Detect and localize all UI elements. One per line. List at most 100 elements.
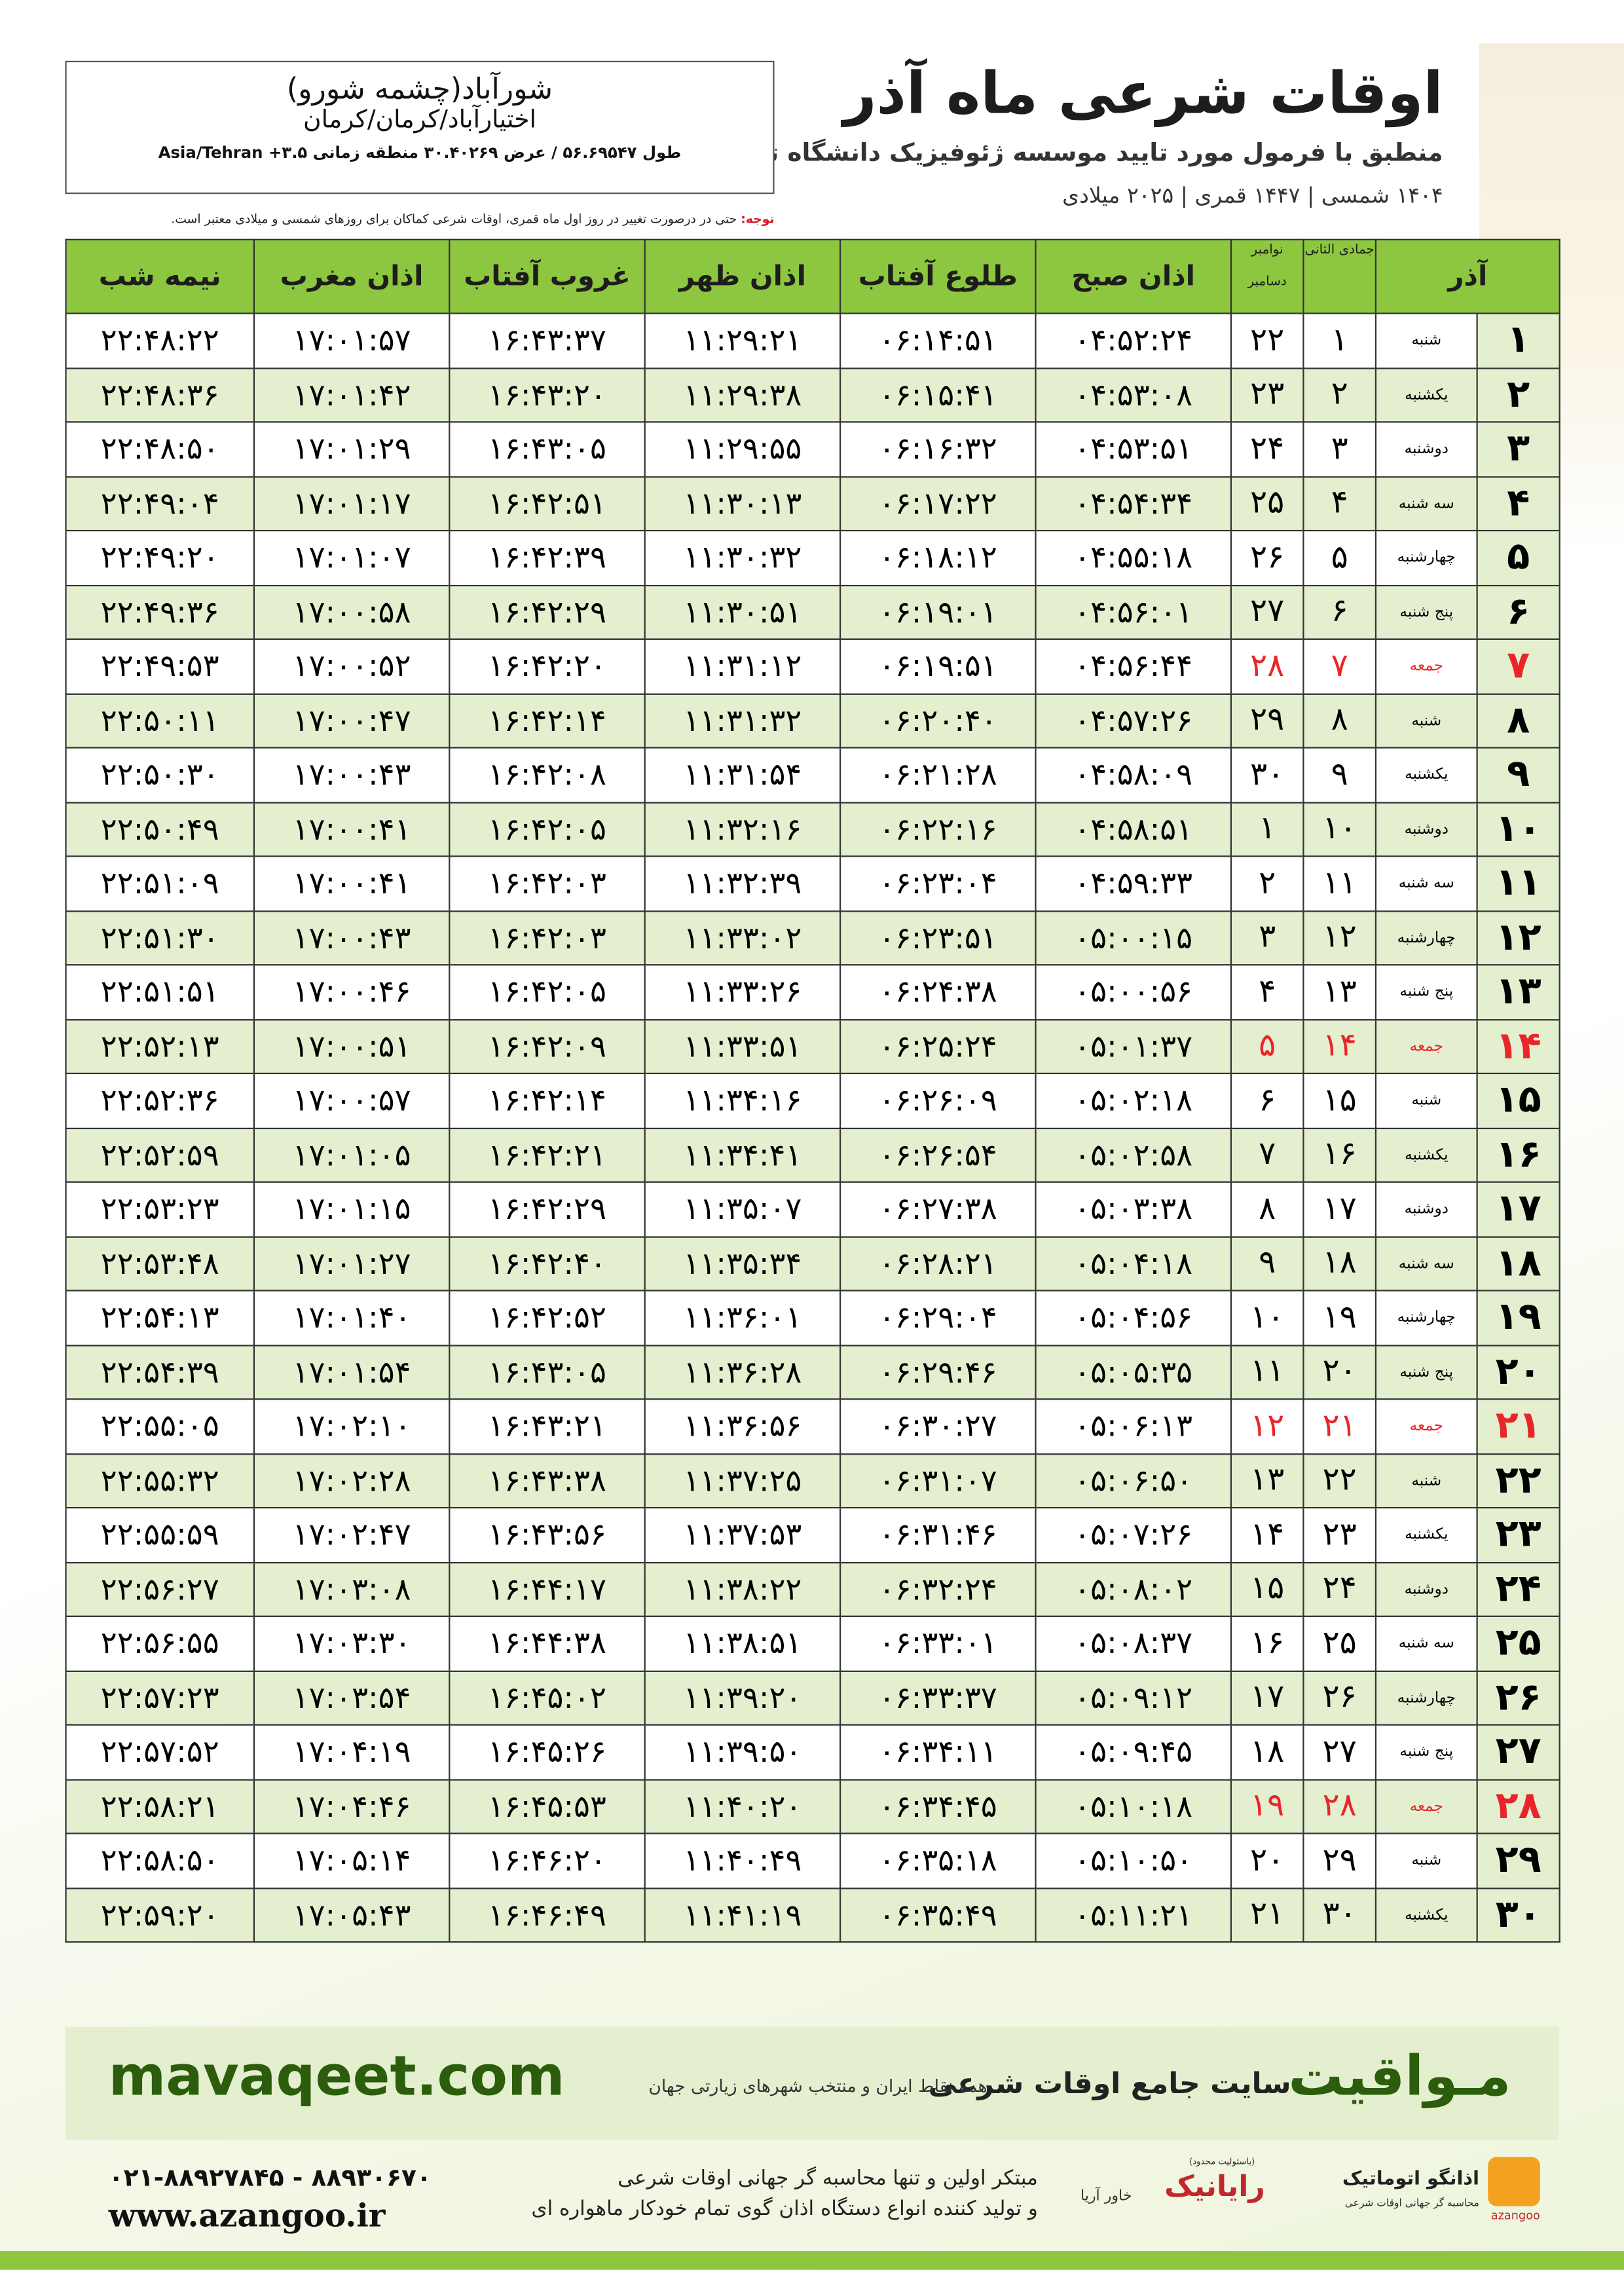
table-cell: ۰۵:۰۴:۵۶ xyxy=(1035,1290,1232,1346)
table-cell: ۵ xyxy=(1302,529,1377,586)
table-cell: ۱۷:۰۵:۴۳ xyxy=(253,1887,451,1943)
table-cell: ۰۶:۲۱:۲۸ xyxy=(839,747,1037,803)
website[interactable]: www.azangoo.ir xyxy=(108,2197,386,2235)
table-cell: ۰۵:۰۶:۱۳ xyxy=(1035,1398,1232,1455)
table-cell: ۹ xyxy=(1230,1235,1304,1292)
table-cell: ۰۶:۱۴:۵۱ xyxy=(839,312,1037,369)
table-cell: ۲۲ xyxy=(1302,1453,1377,1509)
table-cell: ۱۸ xyxy=(1302,1235,1377,1292)
table-cell: ۲۲:۵۶:۵۵ xyxy=(65,1615,255,1671)
table-cell: ۱۷:۰۲:۱۰ xyxy=(253,1398,451,1455)
table-cell: ۱۶ xyxy=(1230,1615,1304,1671)
table-cell: چهارشنبه xyxy=(1375,529,1478,586)
table-cell: ۲۲:۵۵:۳۲ xyxy=(65,1453,255,1509)
logo-latin: azangoo xyxy=(1490,2208,1540,2222)
table-cell: ۶ xyxy=(1230,1072,1304,1128)
table-cell: ۲۲:۵۹:۲۰ xyxy=(65,1887,255,1943)
location-box: شورآباد(چشمه شورو) اختیارآباد/کرمان/کرما… xyxy=(65,60,775,195)
note-label: توجه: xyxy=(741,212,775,228)
table-cell: ۱۷ xyxy=(1476,1181,1560,1237)
table-cell: ۱۶:۴۴:۳۸ xyxy=(449,1615,646,1671)
table-cell: ۰۶:۳۳:۳۷ xyxy=(839,1669,1037,1726)
header-cell: اذان مغرب xyxy=(253,238,451,314)
table-row: ۵ چهارشنبه ۵ ۲۶ ۰۴:۵۵:۱۸ ۰۶:۱۸:۱۲ ۱۱:۳۰:۳۲ ۱۶:۴… xyxy=(65,529,1560,586)
table-cell: جمعه xyxy=(1375,1018,1478,1075)
table-cell: ۱۶:۴۲:۱۴ xyxy=(449,1072,646,1128)
table-row: ۱۵ شنبه ۱۵ ۶ ۰۵:۰۲:۱۸ ۰۶:۲۶:۰۹ ۱۱:۳۴:۱۶ ۱۶:۴۲:۱… xyxy=(65,1072,1560,1128)
table-cell: ۱۴ xyxy=(1230,1506,1304,1563)
table-cell: ۰۵:۰۶:۵۰ xyxy=(1035,1453,1232,1509)
table-cell: چهارشنبه xyxy=(1375,910,1478,966)
table-cell: ۰۵:۰۴:۱۸ xyxy=(1035,1235,1232,1292)
table-cell: ۲۲:۵۸:۵۰ xyxy=(65,1833,255,1889)
table-cell: ۲۲:۵۴:۳۹ xyxy=(65,1344,255,1400)
table-cell: ۱۶:۴۵:۰۲ xyxy=(449,1669,646,1726)
table-cell: ۹ xyxy=(1302,747,1377,803)
table-cell: ۱۵ xyxy=(1476,1072,1560,1128)
logo-sub: محاسبه گر جهانی اوقات شرعی xyxy=(1344,2197,1479,2209)
table-cell: ۱۱:۴۰:۲۰ xyxy=(644,1778,841,1834)
table-cell: ۱۱:۳۴:۱۶ xyxy=(644,1072,841,1128)
title: اوقات شرعی ماه آذر xyxy=(843,60,1443,128)
table-cell: ۱۷:۰۰:۵۲ xyxy=(253,638,451,694)
table-cell: ۲۲:۵۳:۴۸ xyxy=(65,1235,255,1292)
table-cell: ۲۳ xyxy=(1302,1506,1377,1563)
table-cell: ۱۷:۰۳:۳۰ xyxy=(253,1615,451,1671)
table-cell: ۱۷:۰۰:۴۱ xyxy=(253,855,451,912)
table-cell: ۱ xyxy=(1302,312,1377,369)
table-cell: ۲۲:۵۴:۱۳ xyxy=(65,1290,255,1346)
table-cell: ۱۹ xyxy=(1476,1290,1560,1346)
table-cell: ۹ xyxy=(1476,747,1560,803)
table-cell: یکشنبه xyxy=(1375,367,1478,423)
table-cell: ۸ xyxy=(1230,1181,1304,1237)
table-cell: ۱۷:۰۱:۵۴ xyxy=(253,1344,451,1400)
table-cell: دوشنبه xyxy=(1375,1181,1478,1237)
table-cell: ۱۴ xyxy=(1476,1018,1560,1075)
table-cell: ۱۱ xyxy=(1476,855,1560,912)
table-cell: ۲۲:۵۰:۴۹ xyxy=(65,801,255,857)
table-cell: ۲۲:۵۱:۵۱ xyxy=(65,964,255,1020)
table-cell: ۱۷:۰۳:۵۴ xyxy=(253,1669,451,1726)
table-cell: ۱۷ xyxy=(1302,1181,1377,1237)
phone: ۰۲۱-۸۸۹۲۷۸۴۵ - ۸۸۹۳۰۶۷۰ xyxy=(108,2164,432,2193)
table-cell: ۱۶:۴۲:۰۵ xyxy=(449,964,646,1020)
table-row: ۱۴ جمعه ۱۴ ۵ ۰۵:۰۱:۳۷ ۰۶:۲۵:۲۴ ۱۱:۳۳:۵۱ ۱۶:۴۲:۰… xyxy=(65,1018,1560,1075)
table-cell: سه شنبه xyxy=(1375,855,1478,912)
table-cell: ۱۱:۳۲:۱۶ xyxy=(644,801,841,857)
table-row: ۲۵ سه شنبه ۲۵ ۱۶ ۰۵:۰۸:۳۷ ۰۶:۳۳:۰۱ ۱۱:۳۸:۵۱ ۱۶:… xyxy=(65,1615,1560,1671)
table-cell: ۱۶:۴۲:۰۹ xyxy=(449,1018,646,1075)
table-cell: ۱۱:۳۱:۱۲ xyxy=(644,638,841,694)
table-row: ۱۳ پنج شنبه ۱۳ ۴ ۰۵:۰۰:۵۶ ۰۶:۲۴:۳۸ ۱۱:۳۳:۲۶ ۱۶:… xyxy=(65,964,1560,1020)
table-cell: ۱۱:۳۰:۵۱ xyxy=(644,584,841,640)
table-cell: پنج شنبه xyxy=(1375,1724,1478,1780)
header-text: نوامبر xyxy=(1251,243,1283,258)
table-cell: ۲۲:۴۸:۵۰ xyxy=(65,421,255,477)
header-cell: جمادی الثانی xyxy=(1302,238,1377,314)
table-cell: ۰۶:۱۸:۱۲ xyxy=(839,529,1037,586)
table-row: ۲۹ شنبه ۲۹ ۲۰ ۰۵:۱۰:۵۰ ۰۶:۳۵:۱۸ ۱۱:۴۰:۴۹ ۱۶:۴۶:… xyxy=(65,1833,1560,1889)
table-cell: ۱۷:۰۰:۵۸ xyxy=(253,584,451,640)
table-cell: ۰۴:۵۵:۱۸ xyxy=(1035,529,1232,586)
table-row: ۱۲ چهارشنبه ۱۲ ۳ ۰۵:۰۰:۱۵ ۰۶:۲۳:۵۱ ۱۱:۳۳:۰۲ ۱۶:… xyxy=(65,910,1560,966)
table-cell: ۰۶:۲۴:۳۸ xyxy=(839,964,1037,1020)
table-cell: ۰۶:۳۵:۴۹ xyxy=(839,1887,1037,1943)
table-cell: یکشنبه xyxy=(1375,1126,1478,1183)
table-cell: ۰۵:۰۰:۵۶ xyxy=(1035,964,1232,1020)
table-row: ۱۶ یکشنبه ۱۶ ۷ ۰۵:۰۲:۵۸ ۰۶:۲۶:۵۴ ۱۱:۳۴:۴۱ ۱۶:۴۲… xyxy=(65,1126,1560,1183)
table-cell: ۱۱:۳۳:۵۱ xyxy=(644,1018,841,1075)
table-cell: ۱۷:۰۱:۲۹ xyxy=(253,421,451,477)
table-cell: ۲۰ xyxy=(1476,1344,1560,1400)
banner-url: mavaqeet.com xyxy=(108,2044,565,2108)
table-cell: ۱۷:۰۱:۱۵ xyxy=(253,1181,451,1237)
table-cell: ۱۷ xyxy=(1230,1669,1304,1726)
table-cell: ۰۶:۱۹:۵۱ xyxy=(839,638,1037,694)
table-cell: ۲۲:۵۵:۰۵ xyxy=(65,1398,255,1455)
table-cell: ۰۵:۰۲:۵۸ xyxy=(1035,1126,1232,1183)
table-cell: ۱۶:۴۲:۲۹ xyxy=(449,584,646,640)
logo-tag: (باسئولیت محدود) xyxy=(1189,2157,1255,2167)
table-cell: ۷ xyxy=(1302,638,1377,694)
table-cell: ۰۴:۵۲:۲۴ xyxy=(1035,312,1232,369)
prayer-table: آذر جمادی الثانی نوامبر دسامبر اذان صبح ط… xyxy=(65,238,1560,1943)
table-cell: ۱۶:۴۳:۳۷ xyxy=(449,312,646,369)
table-cell: ۱۶:۴۲:۲۱ xyxy=(449,1126,646,1183)
